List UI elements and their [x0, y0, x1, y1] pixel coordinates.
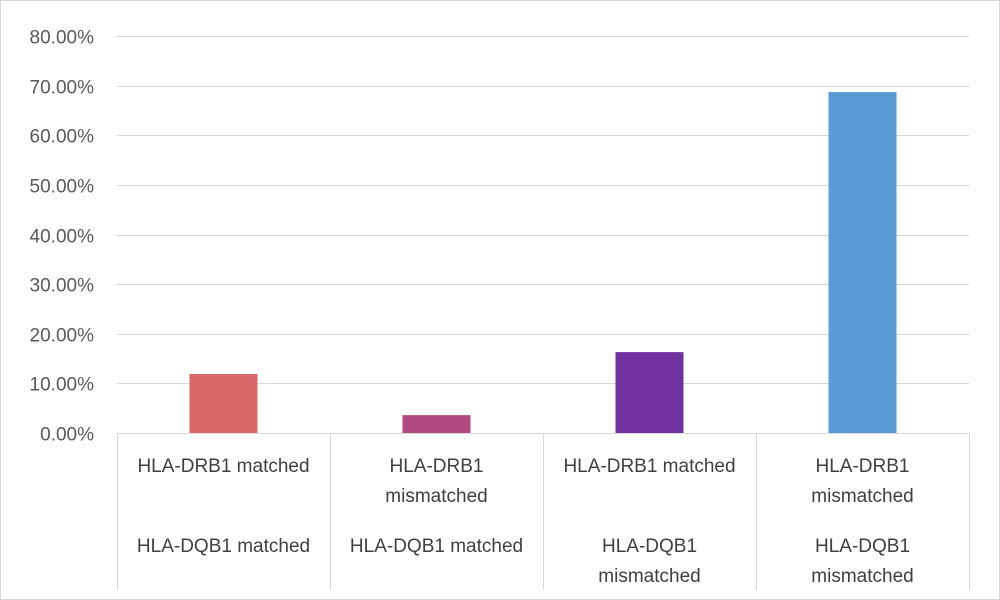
- y-tick-label: 20.00%: [30, 326, 95, 347]
- gridlines: [117, 36, 969, 384]
- y-tick-label: 40.00%: [30, 227, 95, 248]
- y-tick-label: 0.00%: [40, 425, 94, 446]
- bar: [189, 373, 258, 433]
- y-tick-label: 70.00%: [30, 78, 95, 99]
- y-tick-label: 50.00%: [30, 177, 95, 198]
- category-labels: HLA-DRB1 matched HLA-DQB1 matched HLA-DRB1…: [137, 456, 914, 587]
- category-label: HLA-DRB1 matched: [563, 456, 735, 477]
- category-label: HLA-DQB1 matched: [137, 536, 310, 557]
- category-label: HLA-DRB1 mismatched: [385, 456, 487, 507]
- bar: [828, 92, 897, 434]
- category-axis: [117, 433, 970, 590]
- y-tick-label: 30.00%: [30, 276, 95, 297]
- category-label: HLA-DRB1 matched: [137, 456, 309, 477]
- category-label: HLA-DQB1 matched: [350, 536, 523, 557]
- category-label: HLA-DQB1 mismatched: [811, 536, 913, 587]
- category-label: HLA-DRB1 mismatched: [811, 456, 913, 507]
- y-tick-label: 10.00%: [30, 375, 95, 396]
- bars: [189, 92, 897, 434]
- y-tick-label: 80.00%: [30, 28, 95, 49]
- y-tick-label: 60.00%: [30, 127, 95, 148]
- bar: [615, 352, 684, 433]
- bar: [402, 415, 471, 433]
- category-label: HLA-DQB1 mismatched: [598, 536, 700, 587]
- y-axis-tick-labels: 0.00% 10.00% 20.00% 30.00% 40.00% 50.00% 60.00…: [30, 28, 95, 446]
